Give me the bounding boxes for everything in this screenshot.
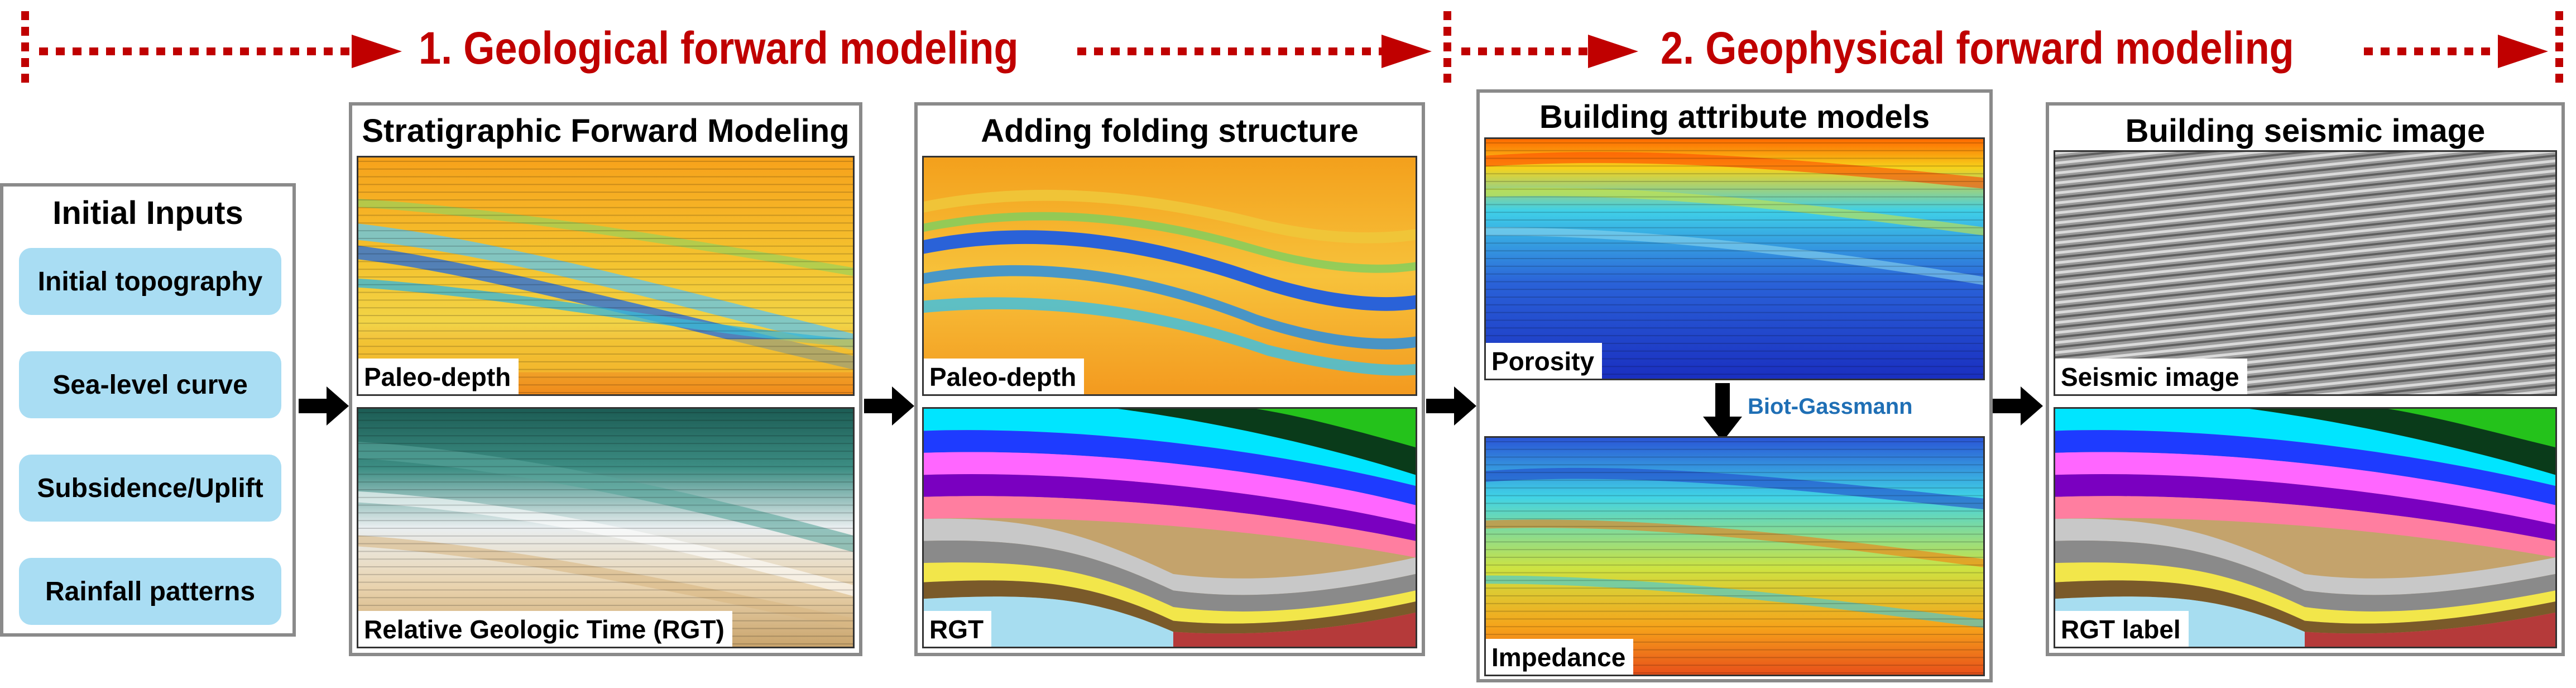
initial-inputs-panel: Initial Inputs Initial topography Sea-le… bbox=[0, 183, 296, 637]
flow-arrow-3 bbox=[1426, 386, 1476, 426]
sfm-top-label: Paleo-depth bbox=[358, 359, 519, 394]
sfm-bottom-label: Relative Geologic Time (RGT) bbox=[358, 611, 732, 647]
input-rainfall-patterns: Rainfall patterns bbox=[19, 558, 281, 625]
stage-title-geophysical: 2. Geophysical forward modeling bbox=[1661, 23, 2294, 74]
sfm-title: Stratigraphic Forward Modeling bbox=[362, 113, 850, 149]
input-sea-level-curve: Sea-level curve bbox=[19, 351, 281, 418]
attributes-top-label: Porosity bbox=[1486, 343, 1603, 379]
sfm-panel: Stratigraphic Forward Modeling Paleo-dep… bbox=[349, 102, 862, 656]
attributes-porosity-image: Porosity bbox=[1484, 137, 1985, 380]
seismic-image: Seismic image bbox=[2054, 150, 2557, 396]
folding-paleo-depth-image: Paleo-depth bbox=[922, 156, 1417, 396]
stage-arrows bbox=[21, 11, 2563, 84]
folding-title: Adding folding structure bbox=[981, 113, 1359, 149]
initial-inputs-title: Initial Inputs bbox=[52, 195, 243, 231]
seismic-title: Building seismic image bbox=[2125, 113, 2486, 149]
seismic-bottom-label: RGT label bbox=[2055, 611, 2189, 647]
attributes-panel: Building attribute models Porosity Biot-… bbox=[1476, 89, 1993, 682]
input-initial-topography: Initial topography bbox=[19, 248, 281, 315]
input-subsidence-uplift: Subsidence/Uplift bbox=[19, 455, 281, 522]
seismic-panel: Building seismic image Seismic image RGT… bbox=[2046, 102, 2565, 656]
seismic-top-label: Seismic image bbox=[2055, 359, 2247, 394]
folding-panel: Adding folding structure Paleo-depth bbox=[914, 102, 1425, 656]
flow-arrow-1 bbox=[299, 386, 349, 426]
biot-gassmann-label: Biot-Gassmann bbox=[1748, 394, 1913, 419]
biot-gassmann-arrow bbox=[1703, 383, 1742, 442]
attributes-impedance-image: Impedance bbox=[1484, 436, 1985, 676]
attributes-bottom-label: Impedance bbox=[1486, 639, 1634, 675]
folding-top-label: Paleo-depth bbox=[924, 359, 1085, 394]
folding-bottom-label: RGT bbox=[924, 611, 992, 647]
flow-arrow-4 bbox=[1993, 386, 2043, 426]
seismic-rgt-label-image: RGT label bbox=[2054, 407, 2557, 648]
sfm-paleo-depth-image: Paleo-depth bbox=[357, 156, 855, 396]
stage-title-geological: 1. Geological forward modeling bbox=[419, 23, 1019, 74]
attributes-title: Building attribute models bbox=[1539, 99, 1930, 135]
flow-arrow-2 bbox=[864, 386, 914, 426]
folding-rgt-image: RGT bbox=[922, 407, 1417, 648]
sfm-rgt-image: Relative Geologic Time (RGT) bbox=[357, 407, 855, 648]
